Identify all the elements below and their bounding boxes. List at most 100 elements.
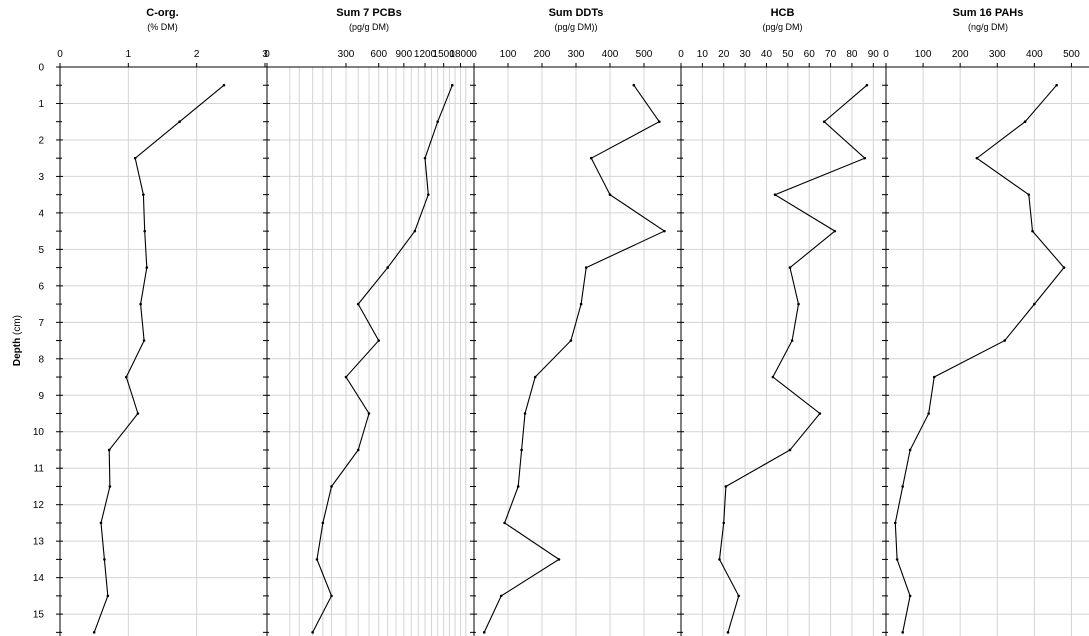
data-point [222, 83, 226, 87]
data-point [658, 120, 661, 124]
data-point [901, 631, 904, 634]
data-point [608, 193, 612, 196]
x-tick-label: 30 [740, 49, 752, 60]
series-line [312, 84, 453, 633]
data-point [386, 266, 389, 269]
data-point [893, 521, 897, 525]
data-point [590, 156, 593, 160]
x-tick-label: 80 [846, 49, 858, 60]
y-tick-label: 0 [38, 63, 44, 74]
data-point [423, 156, 427, 160]
data-point [584, 266, 588, 269]
x-tick-label: 300 [568, 49, 585, 60]
x-tick-label: 200 [534, 49, 551, 60]
data-point [797, 302, 800, 306]
panel-title: Sum 7 PCBs [336, 7, 401, 19]
data-point [788, 448, 792, 452]
panel-title: Sum 16 PAHs [953, 7, 1024, 19]
y-tick-label: 3 [38, 172, 44, 183]
x-tick-label: 1500 [433, 49, 456, 60]
panel-unit: (% DM) [147, 22, 178, 32]
panel-unit: (pg/g DM)) [554, 22, 597, 32]
data-point [663, 229, 666, 233]
x-tick-label: 0 [264, 49, 270, 60]
data-point [908, 594, 912, 598]
x-tick-label: 500 [636, 49, 653, 60]
data-point [579, 302, 583, 306]
data-point [1031, 229, 1034, 233]
panel-unit: (pg/g DM) [762, 22, 802, 32]
x-tick-label: 200 [952, 49, 969, 60]
x-tick-label: 90 [868, 49, 880, 60]
data-point [726, 631, 730, 634]
y-axis-label: Depth (cm) [12, 315, 23, 366]
data-point [569, 339, 573, 342]
data-point [818, 412, 822, 415]
data-point [413, 229, 417, 233]
data-point [895, 558, 899, 561]
x-tick-label: 40 [761, 49, 773, 60]
data-point [932, 375, 936, 379]
data-point [790, 339, 794, 342]
data-point [377, 339, 381, 342]
data-point [103, 558, 106, 561]
data-point [178, 120, 181, 124]
data-point [321, 521, 325, 525]
data-point [426, 193, 430, 196]
data-point [718, 558, 721, 561]
data-point [1003, 339, 1006, 342]
y-tick-label: 4 [38, 208, 44, 219]
panel-title: HCB [771, 7, 795, 19]
data-point [92, 631, 96, 634]
data-point [330, 594, 333, 598]
y-tick-label: 12 [33, 500, 45, 511]
data-point [330, 485, 333, 488]
data-point [1055, 83, 1058, 87]
panel-1: 0 1 2 3 C-org. (% DM) [56, 7, 268, 636]
series-line [93, 84, 225, 633]
data-point [1033, 302, 1036, 306]
x-tick-label: 0 [57, 49, 63, 60]
panel-4: 0 10 20 30 40 50 60 70 80 90 HCB (pg/g DM) [677, 7, 884, 636]
data-point [533, 375, 537, 379]
x-tick-label: 10 [697, 49, 709, 60]
data-point [1027, 193, 1031, 196]
data-point [865, 83, 869, 87]
data-point [311, 631, 314, 634]
data-point [1023, 120, 1027, 124]
x-tick-label: 70 [825, 49, 837, 60]
x-tick-label: 100 [500, 49, 517, 60]
data-point [436, 120, 439, 124]
y-tick-label: 15 [33, 610, 45, 621]
data-point [908, 448, 912, 452]
y-tick-label: 14 [33, 573, 45, 584]
y-tick-label: 11 [34, 464, 45, 475]
data-point [975, 156, 979, 160]
data-point [142, 193, 145, 196]
data-point [139, 302, 142, 306]
y-tick-label: 9 [38, 391, 44, 402]
series-line [718, 84, 868, 633]
x-tick-label: 1200 [414, 49, 437, 60]
data-point [737, 594, 740, 598]
y-tick-label: 8 [38, 354, 44, 365]
data-point [133, 156, 137, 160]
panel-title: C-org. [146, 7, 178, 19]
data-point [771, 375, 775, 379]
x-tick-label: 0 [678, 49, 684, 60]
data-point [450, 83, 454, 87]
panel-5: 0 100 200 300 400 500 Sum 16 PAHs (ng/g DM) [882, 7, 1089, 636]
data-point [557, 558, 561, 561]
data-point [724, 485, 728, 488]
y-tick-label: 2 [38, 135, 44, 146]
x-tick-label: 1 [126, 49, 132, 60]
y-tick-label: 10 [33, 427, 45, 438]
x-tick-label: 1800 [449, 49, 472, 60]
panel-unit: (ng/g DM) [968, 22, 1008, 32]
data-point [107, 448, 111, 452]
data-point [356, 302, 360, 306]
x-tick-label: 50 [782, 49, 794, 60]
x-tick-label: 300 [338, 49, 355, 60]
